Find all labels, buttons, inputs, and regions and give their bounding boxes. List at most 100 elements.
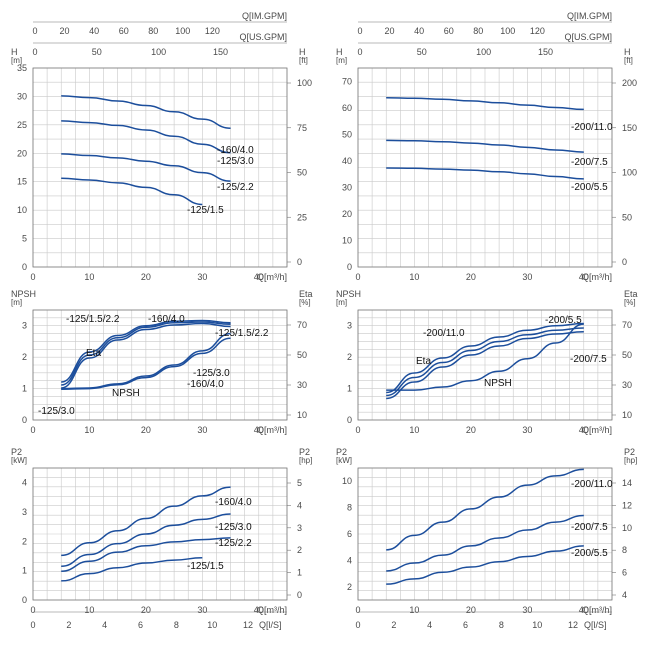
top-axis-tick-label: 20 — [60, 26, 70, 36]
x-axis-label: Q[m³/h] — [582, 605, 612, 615]
x-tick-label: 40 — [254, 272, 264, 282]
x-axis-label: Q[m³/h] — [257, 605, 287, 615]
x-tick-label: 0 — [355, 425, 360, 435]
y2-tick-label: 50 — [297, 168, 307, 178]
series-label: -200/11.0 — [571, 122, 613, 133]
y2-tick-label: 12 — [622, 500, 632, 510]
top-axis-tick-label: 120 — [530, 26, 545, 36]
y-axis-unit: [m] — [11, 56, 22, 65]
series-line — [386, 327, 584, 397]
series-line — [61, 120, 231, 154]
plot-frame — [32, 67, 288, 268]
y2-tick-label: 200 — [622, 78, 637, 88]
series-label: -160/4.0 — [217, 145, 254, 156]
x-tick-label: 30 — [197, 605, 207, 615]
y-tick-label: 60 — [342, 103, 352, 113]
bottom-axis-label: Q[l/S] — [259, 620, 282, 630]
y-tick-label: 30 — [342, 182, 352, 192]
x-tick-label: 0 — [355, 272, 360, 282]
series-label: -125/3.0 — [38, 406, 75, 417]
series-line — [386, 331, 584, 400]
top-axis-tick-label: 40 — [414, 26, 424, 36]
top-axis-tick-label: 50 — [92, 47, 102, 57]
bottom-axis-label: Q[l/S] — [584, 620, 607, 630]
y2-axis-unit: [ft] — [299, 56, 308, 65]
bottom-axis-tick-label: 0 — [355, 620, 360, 630]
y2-tick-label: 30 — [297, 380, 307, 390]
series-label: -200/5.5 — [571, 182, 608, 193]
y-axis-unit: [kW] — [336, 456, 352, 465]
series-label: -125/2.2 — [215, 538, 252, 549]
y2-tick-label: 0 — [622, 257, 627, 267]
y2-tick-label: 100 — [622, 168, 637, 178]
x-tick-label: 20 — [141, 272, 151, 282]
series-label: Eta — [416, 356, 431, 367]
y2-tick-label: 100 — [297, 78, 312, 88]
y-tick-label: 10 — [342, 235, 352, 245]
series-label: -125/3.0 — [193, 368, 230, 379]
top-axis-tick-label: 50 — [417, 47, 427, 57]
y2-tick-label: 150 — [622, 123, 637, 133]
y-axis-label: P2 — [11, 447, 22, 457]
plot-frame — [357, 309, 613, 421]
series-label: -200/5.5 — [571, 548, 608, 559]
series-label: -125/1.5 — [187, 561, 224, 572]
y-tick-label: 3 — [22, 507, 27, 517]
y2-tick-label: 30 — [622, 380, 632, 390]
series-line — [61, 513, 231, 568]
x-tick-label: 30 — [197, 272, 207, 282]
y-tick-label: 35 — [17, 63, 27, 73]
series-label: -160/4.0 — [187, 379, 224, 390]
x-tick-label: 40 — [579, 425, 589, 435]
grid — [32, 467, 288, 601]
y-tick-label: 0 — [347, 415, 352, 425]
y2-axis-label: P2 — [624, 447, 635, 457]
y2-tick-label: 50 — [622, 350, 632, 360]
series-line — [61, 319, 231, 383]
y-axis-label: H — [336, 47, 343, 57]
y2-tick-label: 50 — [622, 212, 632, 222]
y2-tick-label: 2 — [297, 545, 302, 555]
y-axis-label: H — [11, 47, 18, 57]
top-axis-label: Q[IM.GPM] — [567, 11, 612, 21]
plot-frame — [32, 309, 288, 421]
series-line — [386, 139, 584, 153]
y2-tick-label: 8 — [622, 545, 627, 555]
series-label: -125/3.0 — [215, 522, 252, 533]
y2-axis-label: Eta — [624, 289, 638, 299]
y-tick-label: 15 — [17, 177, 27, 187]
y2-axis-unit: [%] — [299, 298, 311, 307]
x-tick-label: 40 — [254, 605, 264, 615]
bottom-axis-tick-label: 8 — [174, 620, 179, 630]
x-tick-label: 40 — [579, 272, 589, 282]
y-tick-label: 10 — [342, 476, 352, 486]
bottom-axis-tick-label: 10 — [207, 620, 217, 630]
series-line — [386, 323, 584, 391]
series-line — [386, 167, 584, 180]
x-tick-label: 10 — [84, 425, 94, 435]
x-tick-label: 30 — [522, 605, 532, 615]
x-tick-label: 30 — [197, 425, 207, 435]
series-label: Eta — [86, 348, 101, 359]
series-line — [386, 96, 584, 111]
y-tick-label: 3 — [22, 321, 27, 331]
y-tick-label: 1 — [347, 384, 352, 394]
bottom-axis-tick-label: 10 — [532, 620, 542, 630]
x-tick-label: 20 — [141, 605, 151, 615]
x-tick-label: 0 — [30, 272, 35, 282]
series-line — [386, 468, 584, 551]
y-tick-label: 20 — [17, 148, 27, 158]
y-axis-label: P2 — [336, 447, 347, 457]
y-tick-label: 5 — [22, 234, 27, 244]
series-line — [61, 537, 231, 573]
top-axis-tick-label: 40 — [89, 26, 99, 36]
series-label: -200/5.5 — [545, 315, 582, 326]
bottom-axis-tick-label: 2 — [391, 620, 396, 630]
x-tick-label: 10 — [84, 272, 94, 282]
y2-tick-label: 10 — [297, 410, 307, 420]
top-axis-tick-label: 80 — [148, 26, 158, 36]
x-axis-label: Q[m³/h] — [257, 425, 287, 435]
